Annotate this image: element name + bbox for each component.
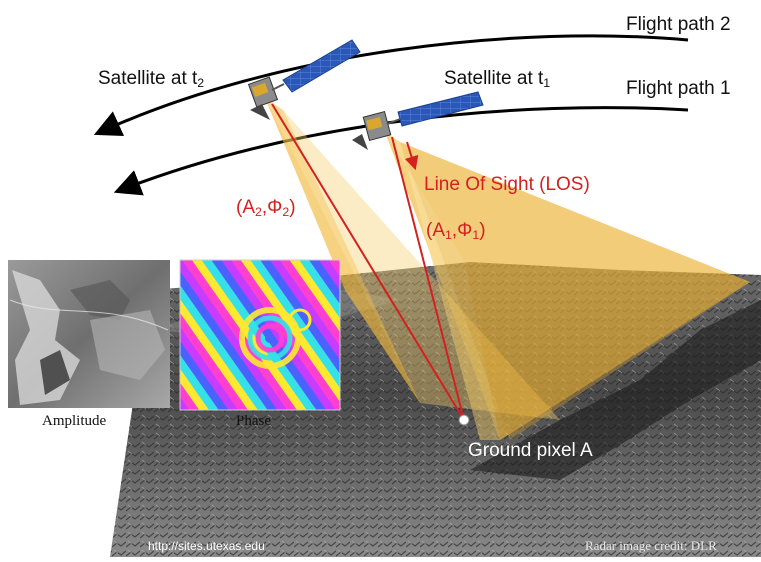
amplitude-image	[8, 260, 170, 408]
radar-beam-t1	[385, 132, 750, 440]
los-arrow	[404, 141, 419, 171]
image-credit: Radar image credit: DLR	[585, 538, 717, 553]
satellite-t1-icon	[352, 91, 484, 150]
phase-caption: Phase	[236, 413, 271, 429]
flight-path-2-line	[93, 34, 689, 136]
line-of-sight-label: Line Of Sight (LOS)	[424, 174, 590, 195]
satellite-t1-label: Satellite at t1	[444, 68, 551, 90]
los-ray-t1	[391, 136, 465, 421]
source-url: http://sites.utexas.edu	[148, 539, 265, 553]
satellite-t2-label: Satellite at t2	[98, 68, 205, 90]
a2-phi2-label: (A2,Φ2)	[236, 197, 296, 219]
phase-interferogram	[179, 259, 341, 411]
satellite-t2-icon	[247, 39, 361, 120]
a1-phi1-label: (A1,Φ1)	[426, 220, 486, 242]
ground-pixel-a-marker	[458, 414, 470, 426]
los-ray-t2	[271, 103, 465, 421]
ground-pixel-label: Ground pixel A	[468, 440, 593, 461]
flight-path-2-label: Flight path 2	[626, 14, 731, 35]
flight-path-1-label: Flight path 1	[626, 78, 731, 99]
amplitude-caption: Amplitude	[42, 413, 107, 429]
